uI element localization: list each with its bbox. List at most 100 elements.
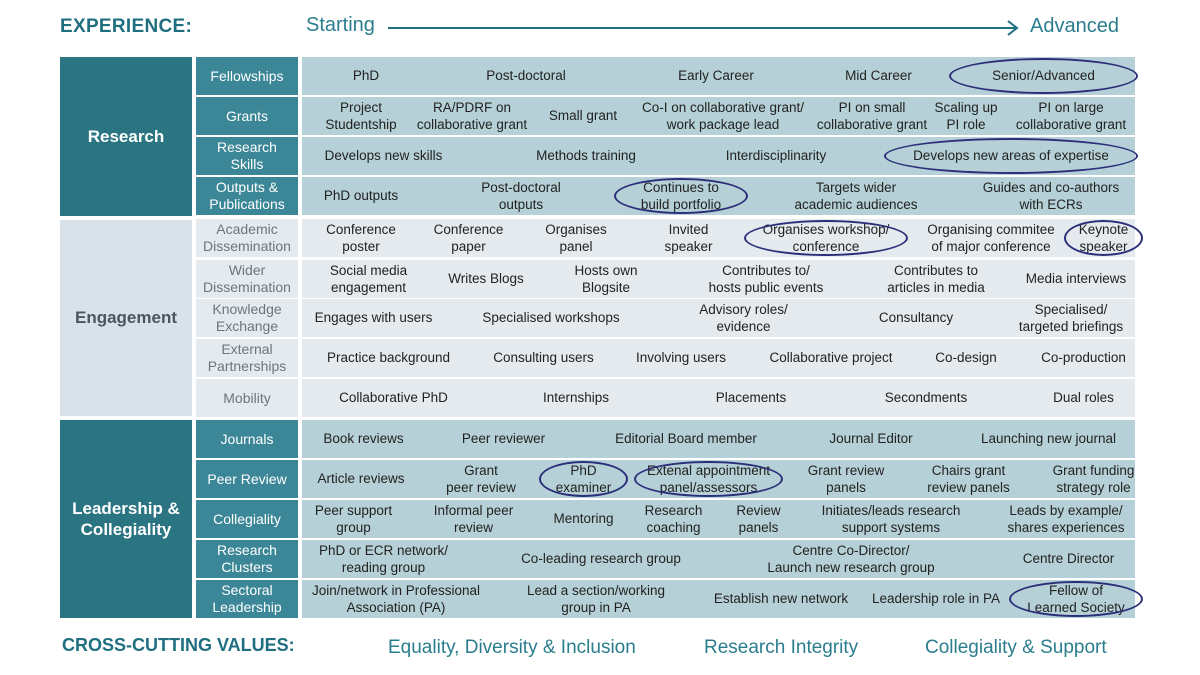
stage-cell: Journal Editor: [829, 431, 913, 447]
stage-cell: Informal peer review: [433, 502, 514, 536]
stage-cell: Extenal appointment panel/assessors: [646, 462, 771, 496]
row-label: Outputs & Publications: [196, 177, 298, 215]
stage-cell: Consulting users: [493, 350, 594, 366]
stage-cell: Grant peer review: [446, 462, 516, 496]
row-sectoral-leadership: Sectoral Leadership Join/network in Profes…: [196, 580, 1143, 618]
row-label: Research Skills: [196, 137, 298, 175]
stage-cell: Contributes to articles in media: [887, 262, 985, 296]
stage-cell: PhD examiner: [555, 462, 612, 496]
stage-cell: Scaling up PI role: [934, 99, 998, 133]
stage-cell: Media interviews: [1025, 271, 1127, 287]
row-mobility: Mobility Collaborative PhD Internships Plac…: [196, 379, 1135, 417]
stage-cell: Specialised workshops: [482, 310, 620, 326]
value-research-integrity: Research Integrity: [704, 637, 859, 658]
row-journals: Journals Book reviews Peer reviewer Editori…: [196, 420, 1135, 458]
stage-cell: Centre Co-Director/Launch new research g…: [767, 542, 935, 576]
row-label: Journals: [196, 420, 298, 458]
stage-cell: Conference poster: [326, 221, 396, 255]
stage-cell: Develops new areas of expertise: [913, 148, 1109, 164]
stage-cell: Continues to build portfolio: [640, 179, 722, 213]
stage-cell: Fellow of Learned Society: [1027, 582, 1125, 616]
stage-cell: Chairs grant review panels: [927, 462, 1010, 496]
row-label: Academic Dissemination: [196, 219, 298, 257]
stage-cell: Book reviews: [323, 431, 404, 447]
stage-cell: Advisory roles/evidence: [699, 301, 788, 335]
row-collegiality: Collegiality Peer support group Informal pe…: [196, 500, 1135, 538]
stage-cell: Internships: [542, 390, 610, 406]
stage-cell: Post-doctoral outputs: [481, 179, 561, 213]
stage-cell: Specialised/targeted briefings: [1018, 301, 1124, 335]
stage-cell: Practice background: [326, 350, 451, 366]
stage-cell: Social media engagement: [329, 262, 408, 296]
stage-cell: Join/network in Professional Association …: [311, 582, 481, 616]
stage-cell: Co-production: [1041, 350, 1126, 366]
stage-cell: Mentoring: [553, 511, 614, 527]
stage-cell: Peer support group: [314, 502, 393, 536]
stage-cell: Contributes to/hosts public events: [708, 262, 824, 296]
advanced-label: Advanced: [1030, 15, 1119, 37]
stage-cell: Dual roles: [1053, 390, 1114, 406]
stage-cell: Collaborative PhD: [339, 390, 448, 406]
row-grants: Grants Project Studentship RA/PDRF on collab…: [196, 97, 1135, 135]
stage-cell: Placements: [715, 390, 787, 406]
stage-cell: Organises panel: [545, 221, 607, 255]
stage-cell: Article reviews: [317, 471, 405, 487]
stage-cell: Leadership role in PA: [871, 591, 1001, 607]
stage-cell: Mid Career: [845, 68, 912, 84]
stage-cell: Secondments: [884, 390, 968, 406]
stage-cell: Small grant: [548, 108, 618, 124]
row-label: Fellowships: [196, 57, 298, 95]
experience-arrow: [388, 20, 1019, 36]
row-outputs-publications: Outputs & Publications PhD outputs Post-doc…: [196, 177, 1135, 215]
stage-cell: Peer reviewer: [461, 431, 546, 447]
group-leadership-collegiality: Leadership & Collegiality: [60, 420, 192, 618]
stage-cell: Senior/Advanced: [992, 68, 1095, 84]
cross-cutting-label: CROSS-CUTTING VALUES:: [62, 635, 295, 655]
stage-cell: Initiates/leads research support systems: [821, 502, 961, 536]
row-knowledge-exchange: Knowledge Exchange Engages with users Speci…: [196, 299, 1135, 337]
row-research-skills: Research Skills Develops new skills Methods…: [196, 137, 1138, 175]
stage-cell: Grant funding strategy role: [1052, 462, 1135, 496]
row-label: Wider Dissemination: [196, 260, 298, 298]
starting-label: Starting: [306, 14, 375, 36]
stage-cell: Writes Blogs: [448, 271, 524, 287]
stage-cell: Targets wider academic audiences: [794, 179, 918, 213]
row-label: Research Clusters: [196, 540, 298, 578]
stage-cell: Co-I on collaborative grant/work package…: [641, 99, 805, 133]
stage-cell: RA/PDRF on collaborative grant: [416, 99, 528, 133]
value-edi: Equality, Diversity & Inclusion: [388, 637, 636, 658]
stage-cell: Early Career: [678, 68, 754, 84]
stage-cell: PhD outputs: [323, 188, 399, 204]
row-label: Mobility: [196, 379, 298, 417]
stage-cell: Collaborative project: [769, 350, 893, 366]
stage-cell: Keynote speaker: [1078, 221, 1129, 255]
row-external-partnerships: External Partnerships Practice background C…: [196, 339, 1135, 377]
stage-cell: Guides and co-authors with ECRs: [982, 179, 1120, 213]
stage-cell: Review panels: [736, 502, 781, 536]
row-label: Collegiality: [196, 500, 298, 538]
row-wider-dissemination: Wider Dissemination Social media engagement…: [196, 260, 1135, 298]
value-collegiality-support: Collegiality & Support: [925, 637, 1107, 658]
stage-cell: Grant review panels: [807, 462, 885, 496]
stage-cell: Launching new journal: [980, 431, 1117, 447]
row-research-clusters: Research Clusters PhD or ECR network/readi…: [196, 540, 1135, 578]
stage-cell: Research coaching: [644, 502, 703, 536]
stage-cell: Editorial Board member: [615, 431, 757, 447]
row-label: Peer Review: [196, 460, 298, 498]
stage-cell: PhD or ECR network/reading group: [318, 542, 449, 576]
experience-label: EXPERIENCE:: [60, 16, 193, 37]
row-label: Grants: [196, 97, 298, 135]
stage-cell: PhD: [352, 68, 380, 84]
row-fellowships: Fellowships PhD Post-doctoral Early Career M…: [196, 57, 1138, 95]
stage-cell: Organising commitee of major conference: [927, 221, 1055, 255]
stage-cell: Methods training: [536, 148, 636, 164]
stage-cell: Project Studentship: [325, 99, 397, 133]
stage-cell: Conference paper: [433, 221, 504, 255]
row-label: Sectoral Leadership: [196, 580, 298, 618]
stage-cell: Interdisciplinarity: [725, 148, 827, 164]
stage-cell: Develops new skills: [324, 148, 443, 164]
stage-cell: Establish new network: [713, 591, 849, 607]
stage-cell: Centre Director: [1022, 551, 1115, 567]
row-peer-review: Peer Review Article reviews Grant peer revi…: [196, 460, 1135, 498]
stage-cell: Lead a section/working group in PA: [526, 582, 666, 616]
